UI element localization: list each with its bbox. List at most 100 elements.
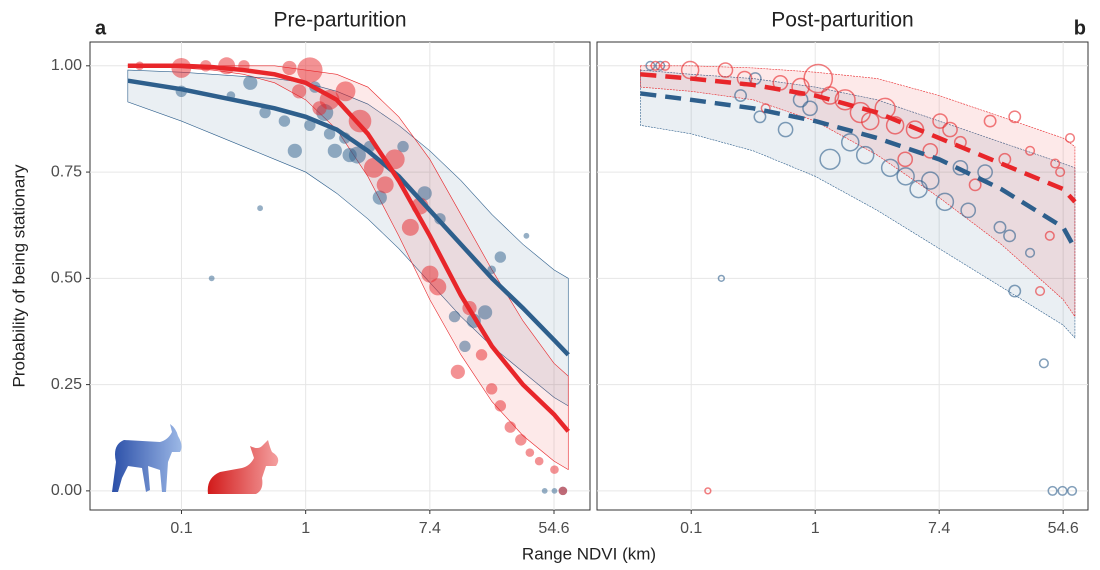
data-point	[717, 62, 734, 78]
data-point	[885, 116, 905, 135]
data-point	[1008, 110, 1022, 124]
data-point	[960, 202, 977, 219]
data-point	[717, 274, 725, 282]
fit-line	[127, 78, 570, 357]
y-tick-label: 1.00	[51, 57, 82, 74]
x-axis-label: Range NDVI (km)	[522, 544, 656, 563]
x-tick-label: 54.6	[538, 520, 569, 537]
data-point	[1047, 485, 1058, 496]
data-point	[363, 157, 384, 178]
panel-title: Post-parturition	[771, 9, 913, 32]
data-point	[494, 251, 507, 263]
fawn-standing	[112, 424, 182, 492]
data-point	[327, 143, 342, 158]
data-point	[819, 148, 841, 170]
x-tick-label: 0.1	[680, 520, 702, 537]
data-point	[421, 265, 439, 283]
data-point	[1064, 133, 1076, 144]
fit-line	[127, 63, 570, 433]
data-point	[417, 186, 432, 201]
data-point	[983, 114, 997, 128]
data-point	[896, 167, 915, 186]
data-point	[935, 192, 955, 212]
panel-title: Pre-parturition	[273, 9, 406, 32]
y-axis-label: Probability of being stationary	[9, 164, 28, 388]
data-point	[922, 142, 939, 159]
data-point	[791, 77, 810, 97]
data-point	[335, 81, 356, 102]
data-point	[297, 57, 323, 83]
fawn-lying	[207, 440, 279, 494]
x-tick-label: 54.6	[1048, 520, 1079, 537]
data-point	[558, 486, 568, 496]
data-point	[1066, 485, 1078, 496]
data-point	[397, 140, 409, 153]
panel-label: a	[95, 17, 107, 39]
data-point	[704, 487, 712, 495]
data-point	[348, 109, 372, 133]
data-point	[348, 146, 366, 164]
data-point	[282, 60, 297, 76]
data-point	[523, 232, 530, 239]
data-point	[448, 310, 461, 323]
data-point	[257, 205, 263, 212]
data-point	[515, 434, 527, 446]
x-tick-label: 7.4	[928, 520, 950, 537]
data-point	[753, 110, 767, 124]
data-point	[897, 151, 914, 168]
data-point	[1057, 485, 1068, 496]
x-tick-label: 0.1	[170, 520, 192, 537]
data-point	[880, 158, 900, 178]
data-point	[304, 119, 316, 132]
data-point	[645, 60, 656, 71]
y-tick-label: 0.00	[51, 482, 82, 499]
y-tick-label: 0.75	[51, 163, 82, 180]
data-point	[278, 115, 291, 127]
panel-label: b	[1074, 17, 1086, 39]
data-point	[292, 84, 307, 99]
data-point	[968, 178, 982, 192]
data-point	[1024, 247, 1036, 258]
data-point	[478, 305, 493, 320]
data-point	[1003, 229, 1017, 243]
data-point	[372, 190, 387, 205]
data-point	[323, 128, 336, 140]
data-point	[450, 364, 465, 379]
data-point	[1024, 145, 1036, 156]
data-point	[650, 60, 661, 71]
data-point	[680, 60, 700, 80]
confidence-band	[640, 69, 1076, 339]
x-tick-label: 1	[811, 520, 820, 537]
x-tick-label: 7.4	[419, 520, 441, 537]
data-point	[243, 75, 258, 90]
data-point	[803, 63, 834, 94]
data-point	[287, 143, 302, 158]
confidence-band	[640, 65, 1076, 318]
data-point	[734, 89, 748, 103]
data-point	[475, 349, 488, 361]
data-point	[1055, 167, 1066, 178]
data-point	[525, 448, 535, 457]
x-tick-label: 1	[301, 520, 310, 537]
data-point	[840, 133, 860, 152]
data-point	[429, 278, 447, 296]
data-point	[834, 89, 856, 111]
data-point	[550, 465, 559, 474]
fit-line	[640, 72, 1077, 204]
data-point	[932, 113, 948, 129]
data-point	[376, 176, 394, 194]
data-point	[660, 60, 671, 71]
data-point	[1008, 284, 1022, 298]
data-point	[952, 159, 969, 176]
data-point	[504, 421, 516, 433]
data-point	[541, 487, 548, 494]
data-point	[993, 220, 1007, 234]
data-point	[208, 275, 215, 282]
data-point	[485, 383, 498, 395]
data-point	[259, 106, 271, 119]
data-point	[1044, 230, 1055, 241]
panel	[596, 41, 1089, 511]
y-tick-label: 0.25	[51, 376, 82, 393]
data-point	[487, 265, 496, 275]
